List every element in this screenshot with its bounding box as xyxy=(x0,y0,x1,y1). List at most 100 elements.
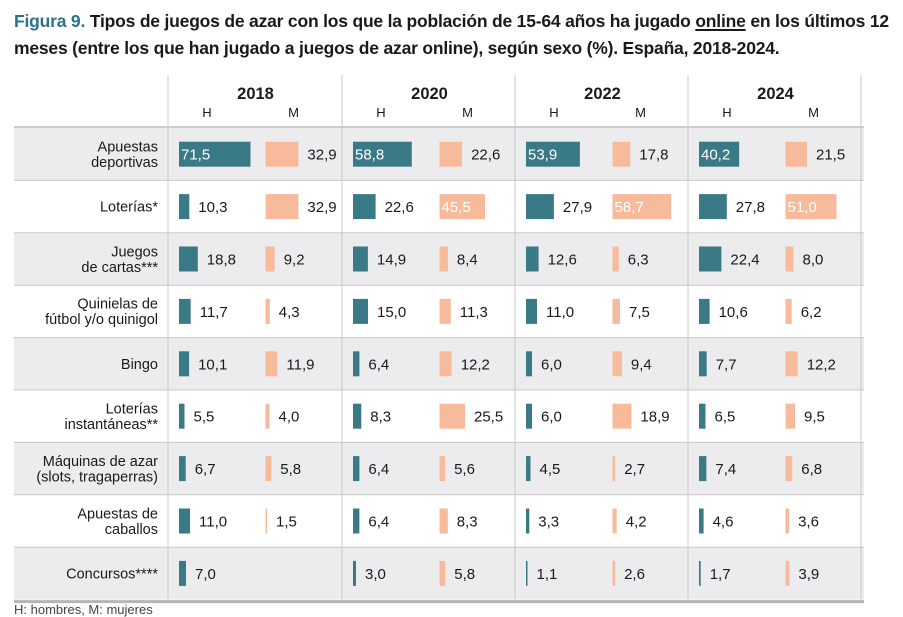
data-label-2022-m: 18,9 xyxy=(640,409,669,426)
bar-2018-h xyxy=(179,194,190,220)
bar-2020-h xyxy=(353,560,356,586)
bar-2018-h xyxy=(179,141,251,167)
data-label-2024-m: 12,2 xyxy=(807,356,836,373)
title-underlined-word: online xyxy=(695,11,746,31)
year-header-2018: 2018 xyxy=(237,85,274,103)
data-label-2024-h: 27,8 xyxy=(736,199,765,216)
category-label: Juegos xyxy=(111,244,158,260)
data-label-2024-m: 9,5 xyxy=(804,409,825,426)
bar-2024-h xyxy=(699,141,740,167)
title-text-before: Tipos de juegos de azar con los que la p… xyxy=(89,11,691,31)
data-label-2024-h: 40,2 xyxy=(701,147,730,164)
data-label-2020-m: 5,6 xyxy=(454,461,475,478)
data-label-2024-m: 8,0 xyxy=(803,252,824,269)
bar-2022-m xyxy=(612,508,617,534)
bar-2020-h xyxy=(353,194,376,220)
year-header-2022: 2022 xyxy=(584,85,621,103)
sex-header-h: H xyxy=(722,105,731,120)
bar-2018-m xyxy=(265,194,299,220)
category-label: instantáneas** xyxy=(64,417,158,433)
bar-2020-m xyxy=(439,298,451,324)
bar-2022-m xyxy=(612,141,631,167)
bar-2018-h xyxy=(179,508,190,534)
sex-header-m: M xyxy=(635,105,646,120)
data-label-2022-m: 58,7 xyxy=(615,199,644,216)
data-label-2024-m: 6,2 xyxy=(801,304,822,321)
data-label-2018-m: 9,2 xyxy=(284,252,305,269)
bar-2024-m xyxy=(785,246,794,272)
data-label-2018-h: 11,0 xyxy=(199,514,227,531)
data-label-2018-h: 18,8 xyxy=(207,252,236,269)
data-label-2022-m: 6,3 xyxy=(628,252,649,269)
bar-2022-m xyxy=(612,194,672,220)
row-band xyxy=(14,547,864,600)
data-label-2020-m: 45,5 xyxy=(442,199,471,216)
year-header-2020: 2020 xyxy=(411,85,448,103)
bar-2018-m xyxy=(265,298,270,324)
bar-2024-h xyxy=(699,246,722,272)
bar-2024-m xyxy=(785,456,793,482)
category-label: Loterías* xyxy=(100,200,158,216)
data-label-2024-h: 4,6 xyxy=(713,514,734,531)
data-label-2024-m: 21,5 xyxy=(816,147,845,164)
bar-2018-h xyxy=(179,351,190,377)
category-label: Bingo xyxy=(121,357,158,373)
data-label-2020-m: 11,3 xyxy=(460,304,488,321)
data-label-2018-h: 7,0 xyxy=(195,566,216,583)
bar-2024-m xyxy=(785,194,837,220)
bar-2024-h xyxy=(699,351,707,377)
bar-2022-h xyxy=(526,351,532,377)
sex-header-m: M xyxy=(808,105,819,120)
data-label-2024-h: 10,6 xyxy=(719,304,748,321)
bar-2022-m xyxy=(612,403,632,429)
bar-2020-h xyxy=(353,298,368,324)
data-label-2018-h: 5,5 xyxy=(194,409,215,426)
category-label: Loterías xyxy=(106,401,158,417)
bar-2018-m xyxy=(265,141,299,167)
data-label-2018-m: 11,9 xyxy=(286,356,314,373)
data-label-2022-m: 2,7 xyxy=(624,461,645,478)
row-band xyxy=(14,337,864,390)
data-label-2020-h: 6,4 xyxy=(368,461,389,478)
data-label-2022-h: 4,5 xyxy=(540,461,561,478)
data-label-2018-m: 4,3 xyxy=(279,304,300,321)
data-label-2018-h: 11,7 xyxy=(200,304,228,321)
sex-header-h: H xyxy=(202,105,211,120)
data-label-2020-h: 58,8 xyxy=(355,147,384,164)
bar-2018-m xyxy=(265,403,270,429)
title-text-after: en los últimos 12 meses (entre los que h… xyxy=(14,11,889,58)
bar-2020-m xyxy=(439,456,446,482)
figure-title: Figura 9. Tipos de juegos de azar con lo… xyxy=(14,8,894,62)
data-label-2020-h: 22,6 xyxy=(385,199,414,216)
bar-2018-h xyxy=(179,560,186,586)
category-label: Concursos**** xyxy=(66,566,158,582)
bar-2022-h xyxy=(526,246,539,272)
bar-2022-h xyxy=(526,403,532,429)
data-label-2022-h: 6,0 xyxy=(541,356,562,373)
data-label-2018-m: 5,8 xyxy=(280,461,301,478)
data-label-2022-h: 6,0 xyxy=(541,409,562,426)
data-label-2018-h: 10,3 xyxy=(198,199,227,216)
bar-2018-m xyxy=(265,508,267,534)
category-label: Quinielas de xyxy=(77,297,158,313)
bar-2022-m xyxy=(612,456,616,482)
bar-2020-h xyxy=(353,508,360,534)
data-label-2020-h: 3,0 xyxy=(365,566,386,583)
year-header-2024: 2024 xyxy=(757,85,795,103)
data-label-2024-m: 51,0 xyxy=(788,199,817,216)
bar-2022-h xyxy=(526,141,580,167)
bar-2022-h xyxy=(526,298,537,324)
data-label-2024-m: 6,8 xyxy=(801,461,822,478)
bar-2024-m xyxy=(785,298,792,324)
data-label-2022-m: 9,4 xyxy=(631,356,652,373)
bar-2018-m xyxy=(265,351,278,377)
category-label: (slots, tragaperras) xyxy=(36,469,158,485)
data-label-2020-h: 6,4 xyxy=(368,514,389,531)
bar-2022-m xyxy=(612,246,619,272)
data-label-2018-h: 6,7 xyxy=(195,461,216,478)
data-label-2022-h: 12,6 xyxy=(548,252,577,269)
data-label-2018-h: 71,5 xyxy=(181,147,210,164)
bar-2018-h xyxy=(179,403,185,429)
data-label-2020-m: 25,5 xyxy=(474,409,503,426)
